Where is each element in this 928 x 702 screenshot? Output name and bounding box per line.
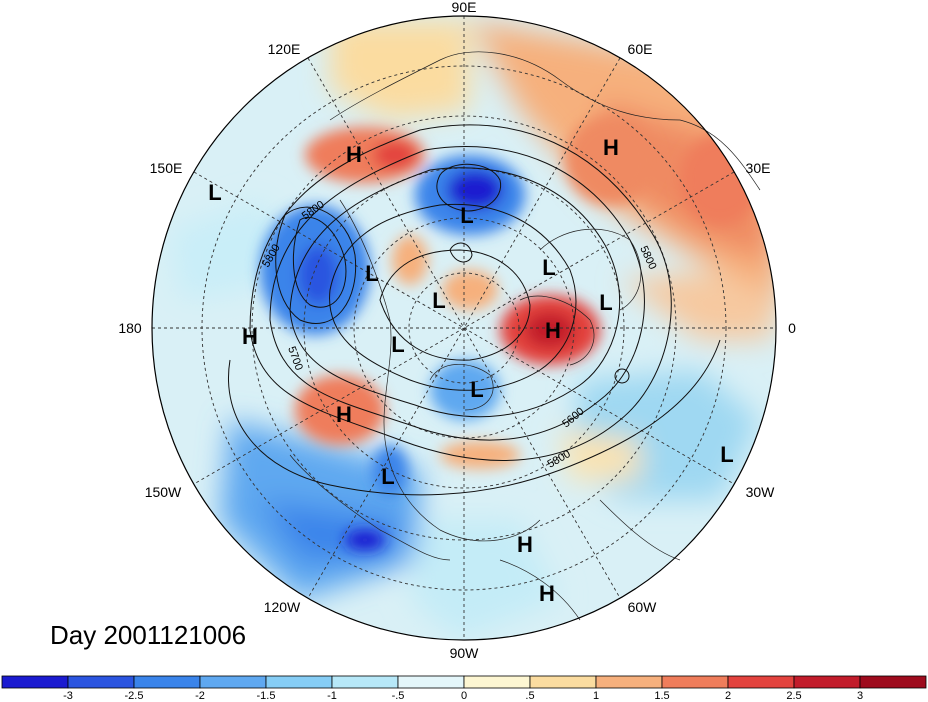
colorbar-tick-label: 0 [461, 690, 467, 702]
colorbar-swatch [331, 675, 399, 689]
lon-label-150e: 150E [150, 160, 183, 176]
lon-label-150w: 150W [145, 484, 182, 500]
colorbar-swatch [67, 675, 135, 689]
pressure-center: H [346, 142, 362, 167]
lon-label-90e: 90E [452, 0, 477, 15]
colorbar-swatch [397, 675, 465, 689]
pressure-center: L [470, 377, 483, 402]
colorbar-tick-label: 1.5 [654, 690, 669, 702]
colorbar-swatch [463, 675, 531, 689]
pressure-center: H [539, 581, 555, 606]
colorbar-swatch [199, 675, 267, 689]
pressure-center: L [365, 261, 378, 286]
lon-label-120w: 120W [264, 599, 301, 615]
colorbar-tick-label: 3 [857, 690, 863, 702]
pressure-center: H [545, 318, 561, 343]
lon-label-180: 180 [118, 320, 142, 336]
pressure-center: L [720, 442, 733, 467]
colorbar-tick-label: .5 [525, 690, 534, 702]
colorbar-tick-label: 2 [725, 690, 731, 702]
pressure-center: H [242, 324, 258, 349]
colorbar-swatch [265, 675, 333, 689]
lon-label-30w: 30W [746, 484, 776, 500]
anomaly-field [152, 16, 776, 640]
lon-label-60e: 60E [628, 41, 653, 57]
lon-label-120e: 120E [268, 41, 301, 57]
lon-label-90w: 90W [450, 645, 480, 661]
colorbar [1, 675, 927, 689]
colorbar-swatch [727, 675, 795, 689]
pressure-center: L [460, 203, 473, 228]
colorbar-swatch [595, 675, 663, 689]
lon-label-0: 0 [788, 320, 796, 336]
pressure-center: L [208, 180, 221, 205]
lat-lon-grid [152, 16, 776, 640]
pressure-center: L [391, 332, 404, 357]
coastlines [289, 51, 761, 621]
lon-label-60w: 60W [628, 599, 658, 615]
pressure-center: L [542, 255, 555, 280]
colorbar-tick-label: -2.5 [125, 690, 144, 702]
colorbar-swatch [793, 675, 861, 689]
pressure-center: L [381, 464, 394, 489]
pressure-center: H [336, 402, 352, 427]
colorbar-tick-label: -1 [327, 690, 337, 702]
colorbar-tick-label: -3 [63, 690, 73, 702]
colorbar-tick-label: -1.5 [257, 690, 276, 702]
map-border [151, 15, 777, 641]
colorbar-swatch [133, 675, 201, 689]
colorbar-tick-label: 1 [593, 690, 599, 702]
colorbar-tick-label: 2.5 [786, 690, 801, 702]
day-title: Day 2001121006 [50, 620, 247, 650]
colorbar-ticks: -3 -2.5 -2 -1.5 -1 -.5 0 .5 1 1.5 2 2.5 3 [63, 690, 863, 702]
colorbar-tick-label: -.5 [392, 690, 405, 702]
colorbar-swatch [661, 675, 729, 689]
pressure-center: L [432, 288, 445, 313]
pressure-center: H [603, 135, 619, 160]
pressure-center: L [599, 290, 612, 315]
lon-label-30e: 30E [746, 160, 771, 176]
pressure-center: H [517, 532, 533, 557]
height-contours [228, 124, 721, 496]
colorbar-swatch [859, 675, 927, 689]
colorbar-swatch [529, 675, 597, 689]
colorbar-swatch [1, 675, 69, 689]
colorbar-tick-label: -2 [195, 690, 205, 702]
